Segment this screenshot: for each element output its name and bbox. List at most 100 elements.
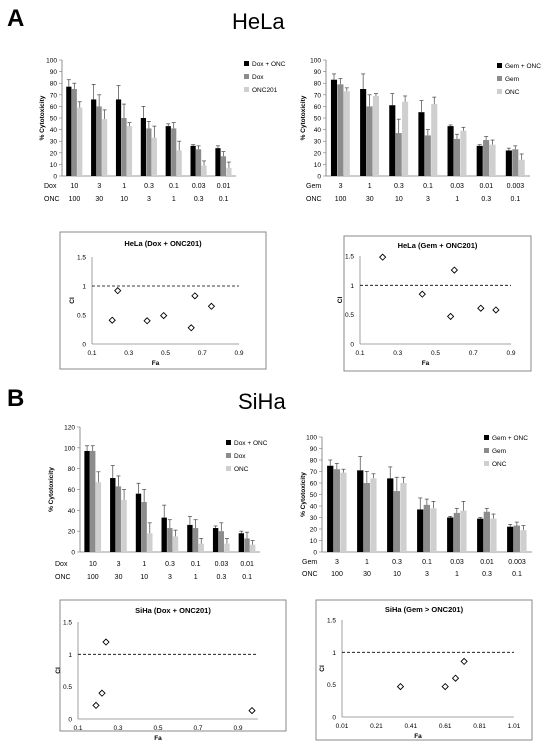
hela_gem_ci-x-label: Fa [422,360,430,367]
siha_gem-legend-label: ONC [492,461,507,468]
siha_dox_ci-x-tick-label: 0.3 [113,725,122,732]
hela_dox_ci-y-tick-label: 1 [82,284,86,291]
siha_gem-bar [393,491,400,552]
siha_gem-category-label: 0.003 [508,559,526,566]
hela_dox-y-label: % Cytotoxicity [39,95,46,140]
siha_gem_ci-y-tick-label: 0 [332,715,336,722]
siha_dox_ci-y-tick-label: 0.5 [63,684,72,691]
hela_gem-y-tick-label: 0 [317,174,321,181]
panel-a-letter: A [7,5,25,32]
siha_gem-bar [477,518,484,552]
hela_gem-bar [424,135,431,176]
hela_dox_ci-point [108,316,116,324]
hela_gem_ci-point [418,290,426,298]
hela_dox-category2-label: 0.1 [219,196,229,203]
hela_gem-category-label: 3 [339,183,343,190]
siha_gem-category2-label: 30 [363,571,371,578]
siha_gem-legend-label: Gem + ONC [492,435,528,442]
hela_gem-category-label: 0.003 [507,183,525,190]
siha_gem-legend-label: Gem [492,448,506,455]
siha_gem-category2-label: 100 [331,571,343,578]
siha_dox_ci-y-tick-label: 0 [68,717,72,724]
siha_dox_ci-x-tick-label: 0.7 [193,725,202,732]
hela_gem-bar [431,104,438,176]
siha_gem_ci-frame [315,599,533,741]
siha_gem-bar [460,510,467,552]
hela_dox-category2-label: 30 [95,196,103,203]
hela_gem-category-label: 1 [368,183,372,190]
siha_gem-row-label: Gem [302,559,317,566]
siha_dox_ci-title: SiHa (Dox + ONC201) [135,606,211,615]
hela_gem_ci-y-label: CI [337,297,344,304]
hela_gem-y-tick-label: 20 [314,150,322,157]
siha_dox-legend-swatch [226,466,231,471]
siha_gem-y-tick-label: 60 [310,481,318,488]
siha_gem-y-tick-label: 10 [310,538,318,545]
siha_gem_ci-title: SiHa (Gem > ONC201) [385,605,464,614]
hela_dox-category-label: 0.01 [217,183,231,190]
siha_dox-bar [95,482,102,552]
siha_gem-category-label: 0.1 [422,559,432,566]
siha_gem-category-label: 0.3 [392,559,402,566]
siha_gem-category-label: 3 [335,559,339,566]
siha_gem_ci-x-tick-label: 0.61 [439,723,452,730]
siha_gem_ci-x-tick-label: 0.21 [370,723,383,730]
siha_dox-bar [238,533,245,552]
siha_dox-legend-swatch [226,440,231,445]
siha_dox-legend-label: Dox [234,453,246,460]
siha_dox_ci-frame [59,599,287,732]
hela_gem-legend-swatch [497,76,502,81]
hela_dox_ci-y-label: CI [69,297,76,304]
hela_dox-legend-label: Dox [252,74,264,81]
hela_gem-y-label: % Cytotoxicity [300,95,307,140]
hela_gem-category2-label: 0.1 [511,196,521,203]
siha_dox_ci-x-label: Fa [154,735,162,742]
siha_dox-legend-swatch [226,453,231,458]
hela_dox-y-tick-label: 90 [50,69,58,76]
siha_dox-y-tick-label: 0 [71,550,75,557]
hela_gem_ci-point [379,253,387,261]
siha_gem-bar [520,530,527,552]
siha_gem-bar [400,483,407,552]
hela_gem-bar [476,145,483,176]
hela_dox-legend-swatch [244,61,249,66]
hela_dox-bar [226,167,232,176]
siha_dox-row-label: Dox [55,561,68,568]
siha_gem-legend-swatch [484,461,489,466]
siha_dox-category-label: 0.3 [165,561,175,568]
siha_dox_ci-y-tick-label: 1.5 [63,620,72,627]
hela_dox-y-tick-label: 60 [50,104,58,111]
siha_dox-y-tick-label: 120 [64,425,75,432]
siha_dox-bar [84,450,90,552]
hela_dox-bar [215,148,221,176]
siha_dox-bar [249,544,256,552]
siha_gem_ci-point [451,674,460,682]
hela_dox-category2-label: 10 [120,196,128,203]
hela_dox-bar [165,126,171,176]
siha_gem-bar [327,465,334,552]
siha_gem-bar [340,472,347,552]
siha_gem-y-label: % Cytotoxicity [300,472,307,517]
siha_gem-category2-label: 1 [455,571,459,578]
siha_dox-bar [212,528,219,552]
hela_dox_ci-chart: HeLa (Dox + ONC201) 0 0.5 1 1.5 0.1 0.3 0.5 0.7 0… [59,231,267,370]
siha_gem-category-label: 0.01 [480,559,494,566]
hela_gem-bar [505,150,512,176]
hela_dox_ci-point [160,311,168,320]
hela_dox-y-tick-label: 100 [46,58,57,65]
hela_gem-bar [447,126,454,176]
siha_gem-category-label: 0.03 [450,559,464,566]
hela_dox-bar [220,156,227,176]
hela_gem-legend-label: Gem [505,76,519,83]
siha_gem-category2-label: 0.1 [512,571,522,578]
siha_gem_ci-y-label: CI [319,665,326,672]
hela_dox-bar [66,86,72,176]
siha_dox-y-tick-label: 40 [68,508,76,515]
siha_dox-category2-label: 0.3 [217,574,227,581]
siha_gem-y-tick-label: 30 [310,515,318,522]
hela_gem-category-label: 0.01 [479,183,493,190]
hela_gem-bar [518,159,525,176]
siha_gem_ci-point [441,682,449,691]
hela_dox-category2-label: 3 [147,196,151,203]
